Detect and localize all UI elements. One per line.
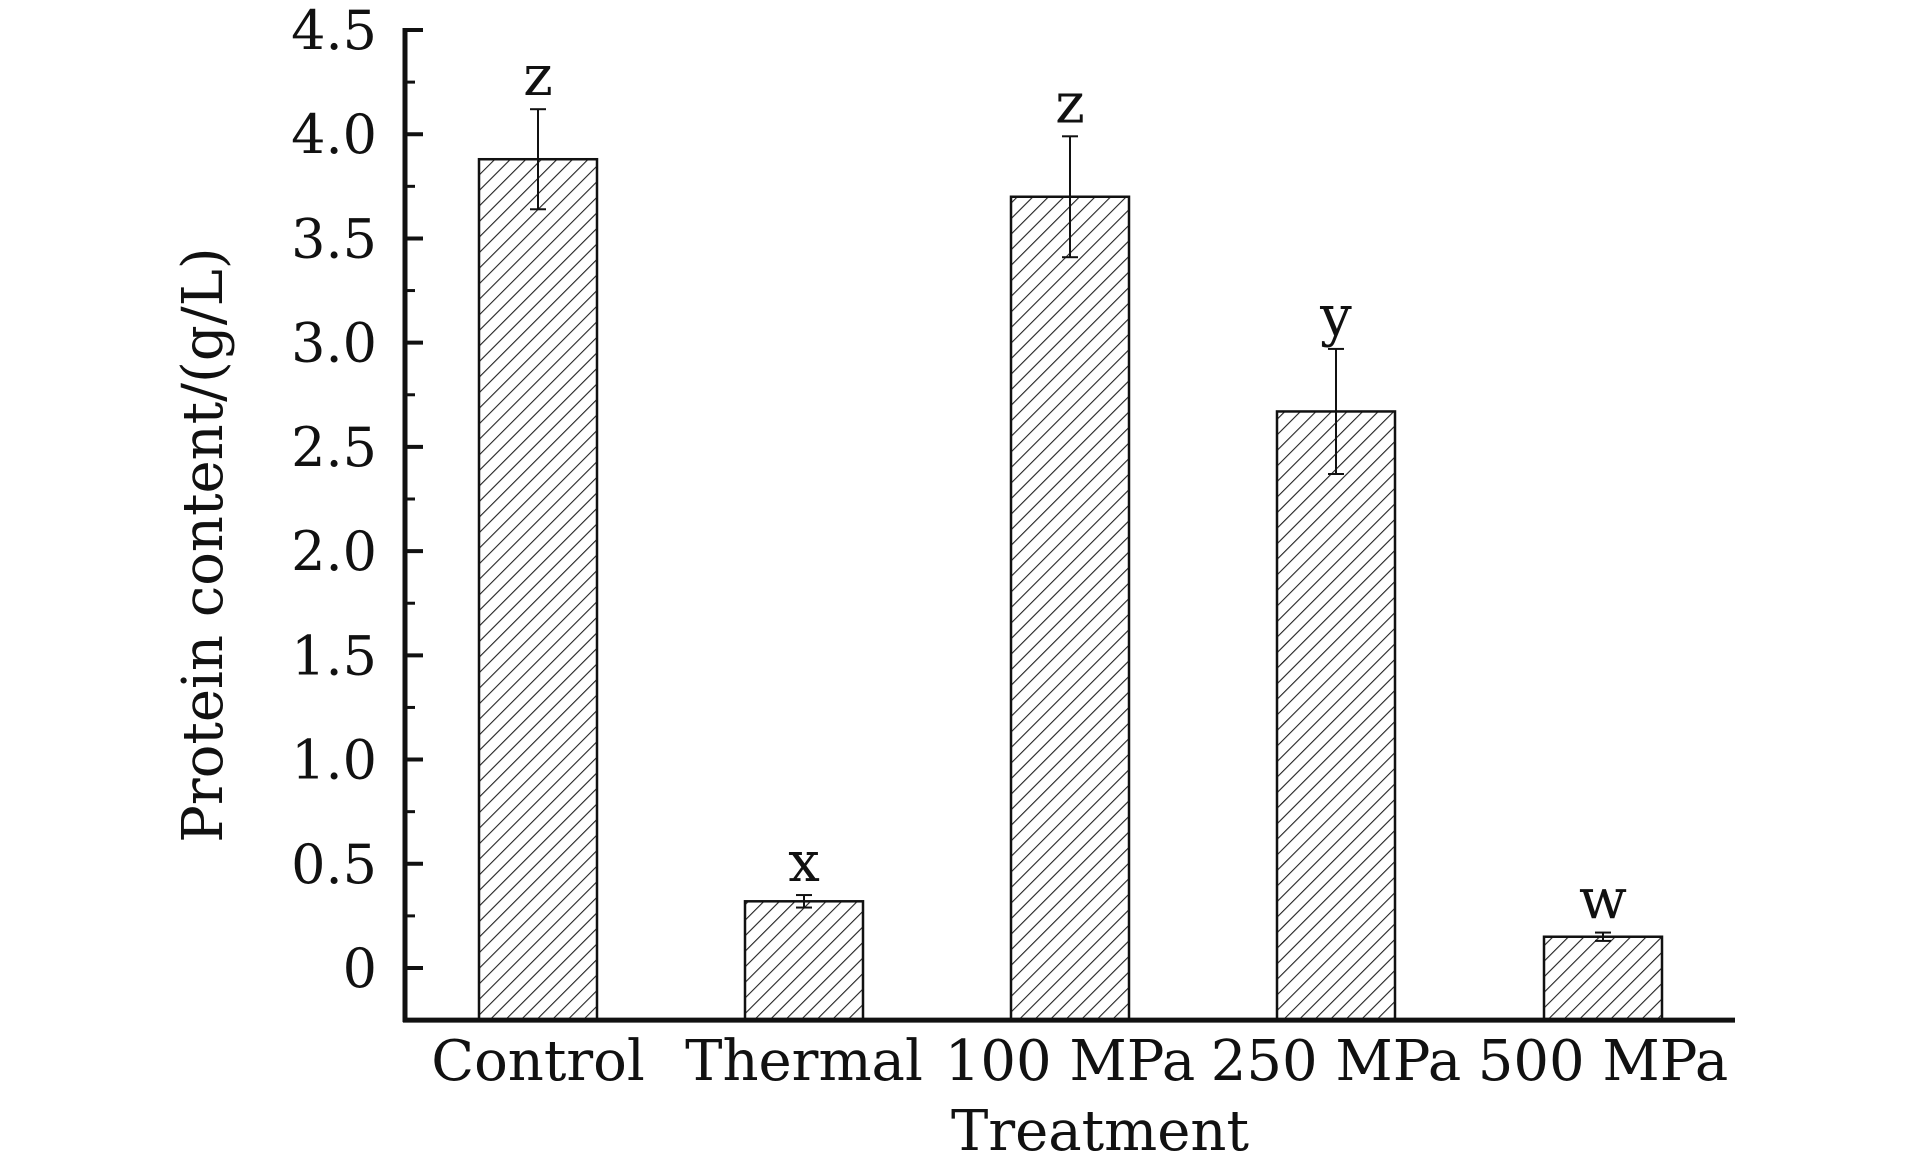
significance-label: z	[523, 44, 553, 109]
y-tick-label: 2.5	[291, 416, 377, 479]
labels-layer: 0 0.5 1.0 1.5 2.0 2.5 3.0 3.5 4.0 4.5 z Control x The…	[291, 0, 1728, 1094]
significance-label: w	[1579, 868, 1627, 933]
y-axis-title: Protein content/(g/L)	[171, 247, 236, 842]
y-tick-label: 4.5	[291, 0, 377, 62]
x-tick-label: Control	[431, 1029, 645, 1094]
x-tick-label: 500 MPa	[1478, 1029, 1729, 1094]
y-tick-label: 1.0	[291, 729, 377, 792]
bar-100-mpa	[1009, 195, 1131, 1022]
bar-250-mpa	[1275, 410, 1397, 1022]
axes-layer	[402, 28, 1735, 1023]
error-bars-layer	[530, 108, 1611, 942]
y-tick-label: 4.0	[291, 103, 377, 166]
y-tick-label: 0.5	[291, 833, 377, 896]
y-tick-label: 1.5	[291, 624, 377, 687]
x-tick-label: 250 MPa	[1211, 1029, 1462, 1094]
x-tick-label: 100 MPa	[945, 1029, 1196, 1094]
bar-500-mpa	[1542, 935, 1664, 1022]
bars-layer	[477, 157, 1664, 1022]
y-tick-label: 0	[343, 937, 377, 1000]
y-tick-label: 3.5	[291, 207, 377, 270]
bar-control	[477, 157, 599, 1022]
bar-thermal	[743, 900, 865, 1022]
significance-label: x	[788, 830, 820, 895]
x-tick-label: Thermal	[685, 1029, 923, 1094]
significance-label: z	[1055, 71, 1085, 136]
y-tick-label: 3.0	[291, 312, 377, 375]
x-axis-title: Treatment	[951, 1099, 1249, 1164]
significance-label: y	[1319, 284, 1352, 349]
y-tick-label: 2.0	[291, 520, 377, 583]
